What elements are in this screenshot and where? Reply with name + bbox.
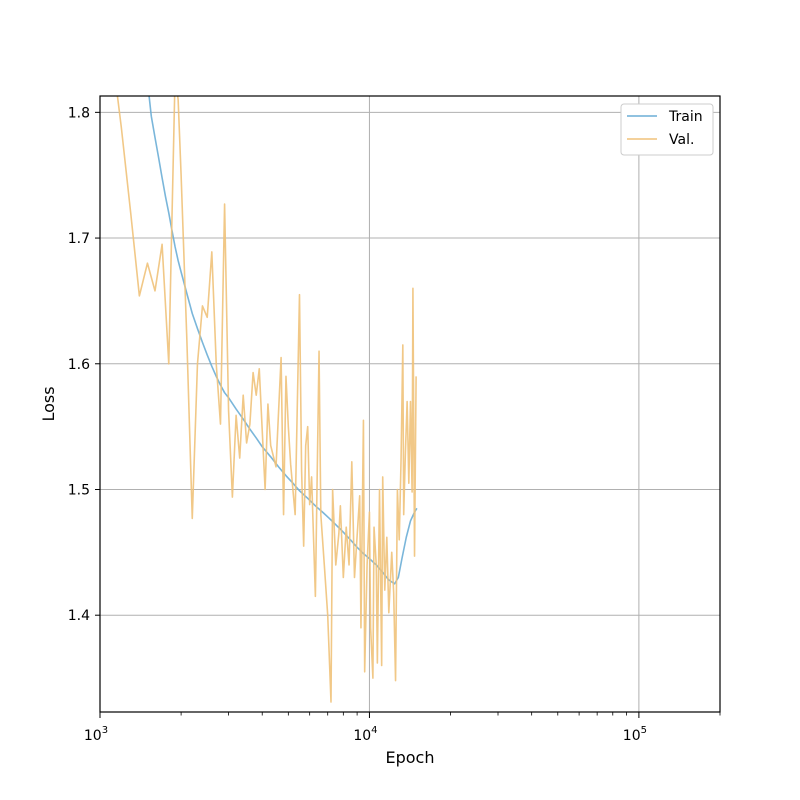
series-line-val <box>116 96 417 703</box>
legend-label-val: Val. <box>669 132 694 148</box>
x-tick-label-base: 10 <box>623 728 641 744</box>
x-tick-label: 103 <box>84 725 108 744</box>
series-layer <box>116 96 418 703</box>
y-tick-label: 1.6 <box>68 357 90 373</box>
axes-frame <box>99 95 721 713</box>
x-tick-label: 104 <box>353 725 377 744</box>
x-tick-label-exponent: 5 <box>641 725 647 736</box>
legend-label-train: Train <box>668 109 703 125</box>
x-tick-label-exponent: 3 <box>102 725 108 736</box>
x-axis-label: Epoch <box>386 748 435 767</box>
legend: Train Val. <box>620 103 714 156</box>
x-tick-label-base: 10 <box>84 728 102 744</box>
y-tick-label: 1.4 <box>68 608 90 624</box>
x-tick-label-exponent: 4 <box>371 725 377 736</box>
x-tick-label: 105 <box>623 725 647 744</box>
y-tick-label: 1.8 <box>68 105 90 121</box>
y-tick-label: 1.5 <box>68 482 90 498</box>
y-tick-label: 1.7 <box>68 231 90 247</box>
y-axis-label: Loss <box>39 386 58 421</box>
x-tick-label-base: 10 <box>353 728 371 744</box>
